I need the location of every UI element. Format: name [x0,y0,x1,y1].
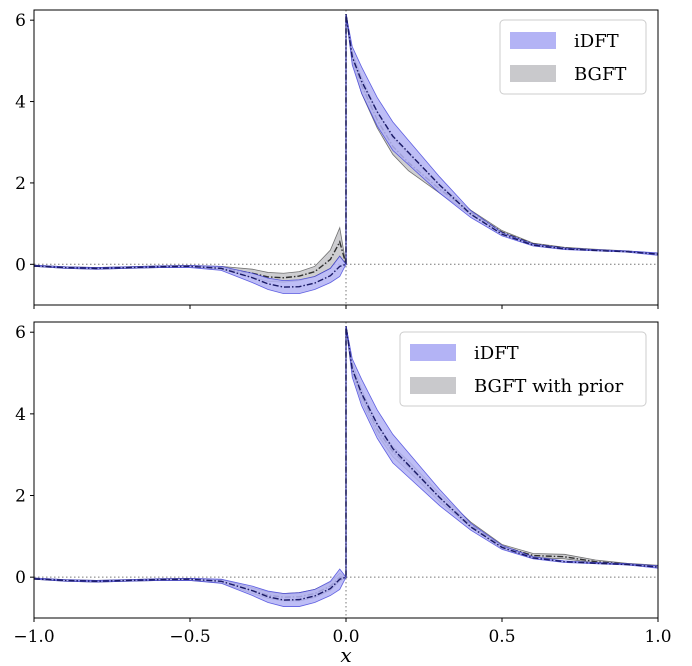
plot-area [34,10,658,305]
legend-swatch [410,377,456,394]
legend-box [399,331,647,407]
xtick-label: −0.5 [169,627,210,647]
legend-swatch [410,344,456,361]
xtick-label: −1.0 [13,627,54,647]
ytick-label: 6 [15,323,26,343]
ytick-label: 0 [15,568,26,588]
legend-label: BGFT [574,64,626,85]
ytick-label: 4 [15,405,26,425]
panel-top: 0 2 4 6 iDFT BGFT [15,9,659,309]
legend: iDFT BGFT with prior [399,331,647,407]
xtick-label: 1.0 [644,627,671,647]
plot-area [34,322,658,618]
legend-swatch [510,32,556,49]
xtick-label: 0.5 [488,627,515,647]
legend-label: iDFT [474,343,519,364]
x-axis-label: x [340,643,351,666]
band-edge-lower [34,14,658,295]
legend-swatch [510,65,556,82]
series-mean-line [34,13,658,288]
ytick-label: 6 [15,11,26,31]
legend-label: BGFT with prior [474,376,624,397]
ytick-label: 4 [15,93,26,113]
panel-bottom: 0 2 4 6 −1.0 −0.5 0.0 0.5 1.0 x iDFT BGFT with prio… [13,321,672,666]
ytick-label: 2 [15,174,26,194]
legend-label: iDFT [574,31,619,52]
legend: iDFT BGFT [499,19,647,95]
series-mean-line [34,325,658,601]
ytick-label: 2 [15,487,26,507]
xtick-label: 0.0 [332,627,359,647]
band-edge-lower [34,326,658,607]
ytick-label: 0 [15,255,26,275]
